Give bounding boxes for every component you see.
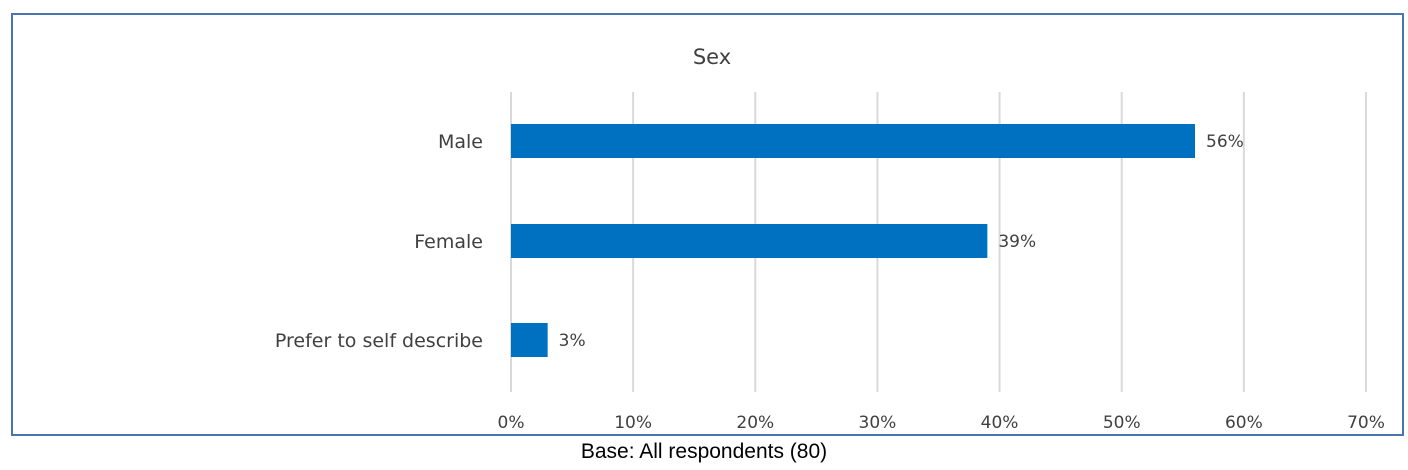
- category-label: Male: [438, 131, 483, 153]
- x-tick-label: 40%: [981, 413, 1019, 433]
- data-label: 3%: [559, 331, 586, 351]
- x-tick-label: 0%: [498, 413, 525, 433]
- base-footnote: Base: All respondents (80): [580, 440, 828, 463]
- x-tick-label: 50%: [1103, 413, 1141, 433]
- category-label: Female: [414, 231, 483, 253]
- x-tick-label: 60%: [1225, 413, 1263, 433]
- x-tick-label: 70%: [1347, 413, 1385, 433]
- bars: [511, 124, 1195, 357]
- x-tick-label: 30%: [859, 413, 897, 433]
- bar: [511, 124, 1195, 158]
- x-tick-label: 10%: [614, 413, 652, 433]
- bar-chart: Sex 0% 10% 20% 30% 40% 50% 60% 70% Male 56% Female…: [275, 45, 1385, 433]
- data-label: 39%: [998, 232, 1036, 252]
- category-label: Prefer to self describe: [275, 330, 483, 352]
- bar: [511, 224, 988, 258]
- chart-title: Sex: [693, 45, 731, 69]
- data-label: 56%: [1206, 132, 1244, 152]
- x-tick-label: 20%: [736, 413, 774, 433]
- bar: [511, 323, 548, 357]
- labels: 0% 10% 20% 30% 40% 50% 60% 70% Male 56% Female 39% P…: [275, 131, 1385, 433]
